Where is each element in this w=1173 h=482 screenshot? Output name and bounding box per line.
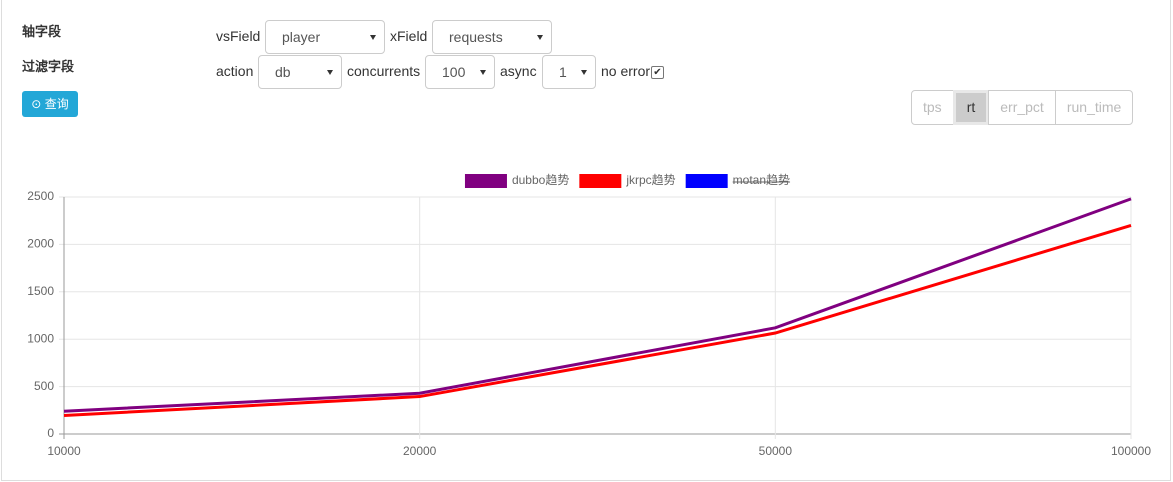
legend-label: jkrpc趋势 <box>625 173 675 187</box>
select[interactable]: player <box>265 20 385 54</box>
y-tick-label: 2500 <box>27 189 54 203</box>
series-line <box>63 197 1132 413</box>
tab[interactable]: run_time <box>1054 90 1134 125</box>
x-tick-label: 20000 <box>403 444 437 458</box>
field-label: action <box>216 63 254 79</box>
query-button[interactable]: ⊙ 查询 <box>22 91 78 117</box>
legend-label: dubbo趋势 <box>512 173 569 187</box>
x-tick-label: 100000 <box>1111 444 1151 458</box>
filter-label: 过滤字段 <box>22 59 75 74</box>
x-tick-label: 50000 <box>759 444 793 458</box>
y-tick-label: 500 <box>34 379 54 393</box>
select[interactable]: requests <box>432 20 552 54</box>
legend-swatch <box>685 174 728 188</box>
tab[interactable]: err_pct <box>988 90 1056 125</box>
tab[interactable]: rt <box>952 90 990 125</box>
axis-label: 轴字段 <box>22 24 62 39</box>
select[interactable]: 1 <box>542 55 596 89</box>
checkbox[interactable]: ✔ <box>651 66 664 79</box>
legend-swatch <box>464 174 507 188</box>
legend-swatch <box>579 174 622 188</box>
legend-label: motan趋势 <box>733 173 790 187</box>
x-tick-label: 10000 <box>47 444 81 458</box>
y-tick-label: 0 <box>47 426 54 440</box>
select[interactable]: db <box>258 55 342 89</box>
checkbox-label: no error <box>601 63 651 79</box>
field-label: xField <box>390 28 428 44</box>
icon: ⊙ <box>31 97 45 111</box>
field-label: vsField <box>216 28 261 44</box>
field-label: async <box>500 63 537 79</box>
y-tick-label: 1000 <box>27 331 54 345</box>
button-label: 查询 <box>44 97 69 111</box>
y-tick-label: 2000 <box>27 237 54 251</box>
tab-group: tps rt err_pct run_time <box>911 90 1134 125</box>
field-label: concurrents <box>347 63 421 79</box>
series-line <box>63 224 1132 418</box>
y-tick-label: 1500 <box>27 284 54 298</box>
select[interactable]: 100 <box>425 55 495 89</box>
